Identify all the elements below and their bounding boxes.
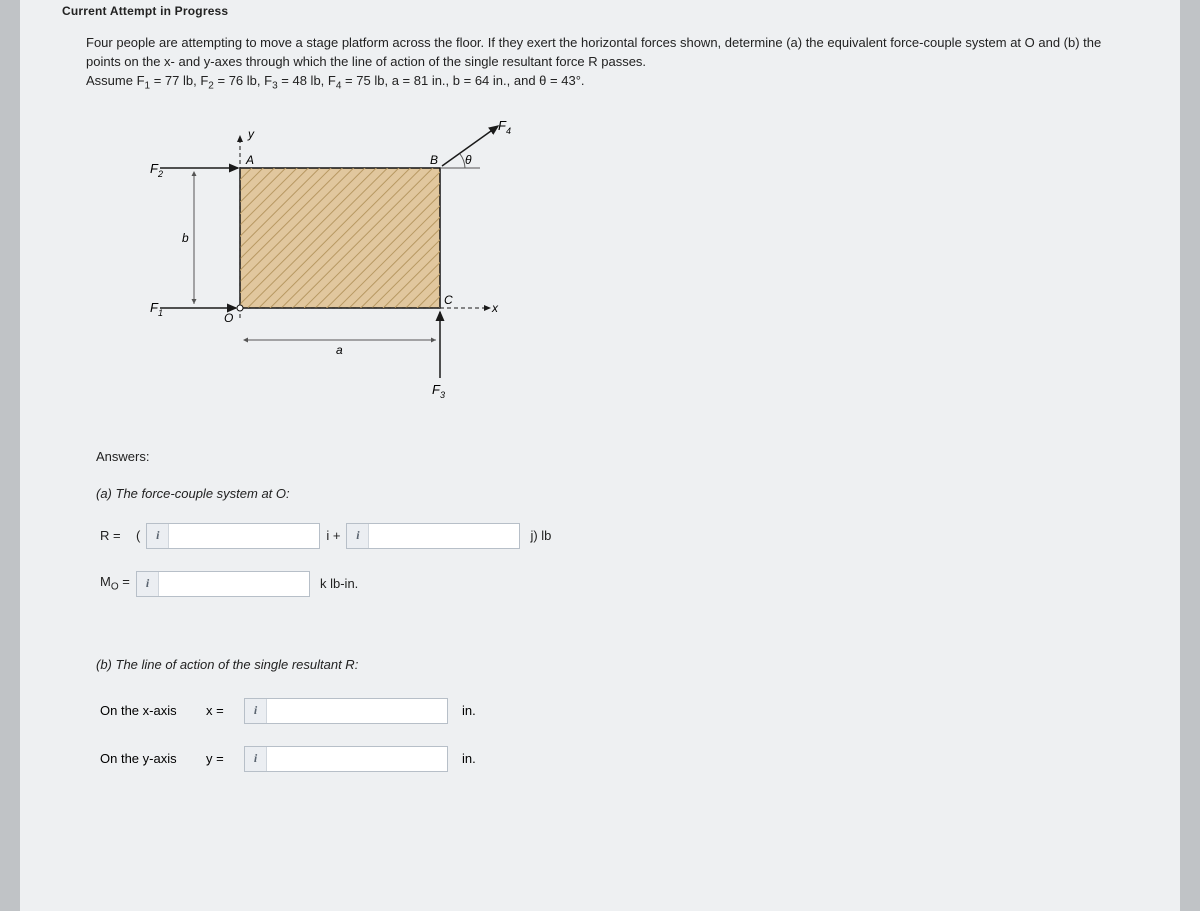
dim-a-label: a <box>336 343 343 357</box>
info-icon: i <box>245 699 267 723</box>
r-j-input[interactable] <box>369 524 519 548</box>
x-unit: in. <box>462 703 476 718</box>
r-i-input[interactable] <box>169 524 319 548</box>
problem-para: Four people are attempting to move a sta… <box>86 35 1101 69</box>
mo-symbol: MO = <box>100 574 130 593</box>
y-unit: in. <box>462 751 476 766</box>
theta-label: θ <box>465 153 472 167</box>
y-input[interactable] <box>267 747 447 771</box>
mo-input-wrap: i <box>136 571 310 597</box>
corner-a-label: A <box>245 153 254 167</box>
y-axis-row: On the y-axis y = i in. <box>100 746 1160 772</box>
assume-line: Assume F1 = 77 lb, F2 = 76 lb, F3 = 48 l… <box>86 73 585 88</box>
r-j-input-wrap: i <box>346 523 520 549</box>
x-input[interactable] <box>267 699 447 723</box>
attempt-status: Current Attempt in Progress <box>40 0 1160 28</box>
info-icon: i <box>245 747 267 771</box>
info-icon: i <box>137 572 159 596</box>
force-f1-label: F1 <box>150 300 163 318</box>
x-input-wrap: i <box>244 698 448 724</box>
x-eq: x = <box>206 703 234 718</box>
problem-figure: y x O A B C F2 F1 F3 F4 θ b a <box>120 118 540 418</box>
j-lb-label: j) lb <box>530 528 551 543</box>
axis-x-label: x <box>491 301 499 315</box>
origin-label: O <box>224 311 233 325</box>
i-plus-label: i + <box>326 528 340 543</box>
corner-b-label: B <box>430 153 438 167</box>
info-icon: i <box>347 524 369 548</box>
force-f4-label: F4 <box>498 118 511 136</box>
axis-y-label: y <box>247 127 255 141</box>
y-axis-label: On the y-axis <box>100 751 196 766</box>
r-i-input-wrap: i <box>146 523 320 549</box>
y-eq: y = <box>206 751 234 766</box>
problem-statement: Four people are attempting to move a sta… <box>86 34 1114 94</box>
open-paren: ( <box>136 528 140 543</box>
x-axis-row: On the x-axis x = i in. <box>100 698 1160 724</box>
x-axis-label: On the x-axis <box>100 703 196 718</box>
part-a-label: (a) The force-couple system at O: <box>96 486 1160 501</box>
dim-b-label: b <box>182 231 189 245</box>
r-symbol: R = <box>100 528 130 543</box>
mo-unit: k lb-in. <box>320 576 358 591</box>
axis-answers: On the x-axis x = i in. On the y-axis y … <box>100 698 1160 772</box>
corner-c-label: C <box>444 293 453 307</box>
r-row: R = ( i i + i j) lb <box>100 523 1160 549</box>
y-input-wrap: i <box>244 746 448 772</box>
mo-row: MO = i k lb-in. <box>100 571 1160 597</box>
part-b-label: (b) The line of action of the single res… <box>96 657 1160 672</box>
force-f2-label: F2 <box>150 161 163 179</box>
answers-header: Answers: <box>96 449 1160 464</box>
problem-page: Current Attempt in Progress Four people … <box>20 0 1180 911</box>
info-icon: i <box>147 524 169 548</box>
mo-input[interactable] <box>159 572 309 596</box>
force-f3-label: F3 <box>432 382 445 400</box>
